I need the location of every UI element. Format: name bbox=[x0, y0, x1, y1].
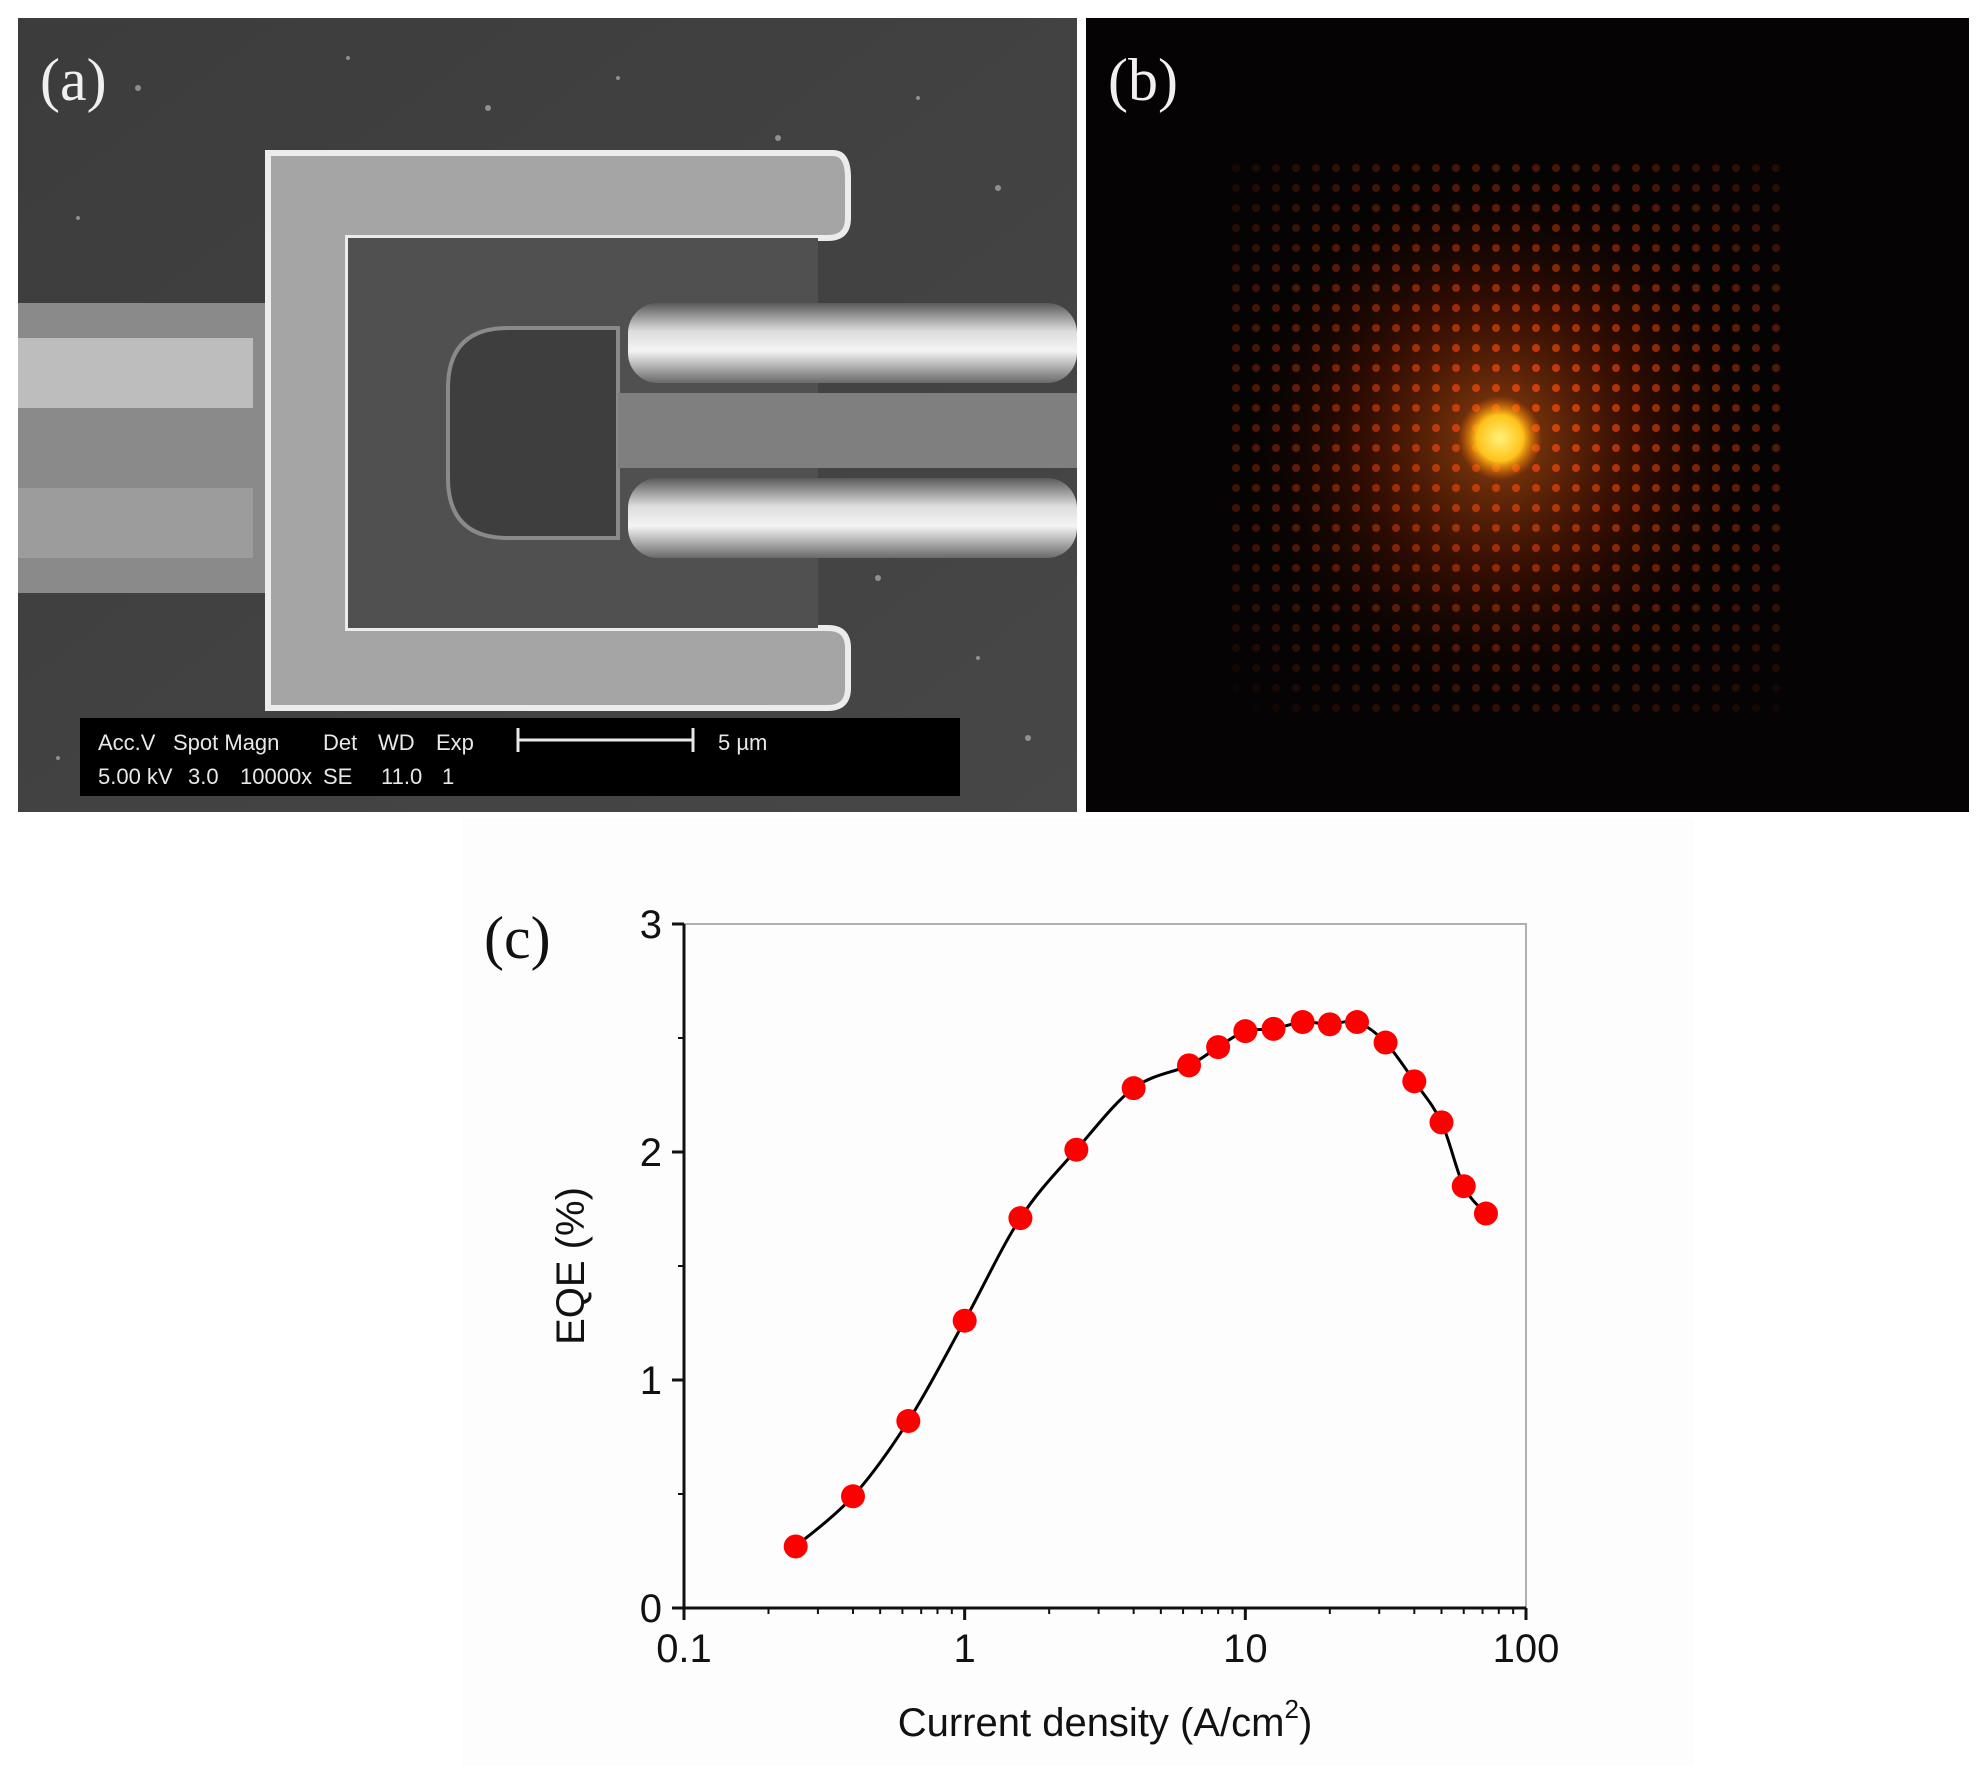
data-point bbox=[1317, 1012, 1342, 1037]
databar-value: 11.0 bbox=[381, 764, 422, 789]
x-tick-label: 1 bbox=[954, 1627, 976, 1671]
eqe-chart: (c) 0.1 1 10 100 0 1 2 3 Current density (A/cm… bbox=[462, 818, 1694, 1766]
databar-value: 5.00 kV bbox=[98, 764, 173, 789]
data-point bbox=[1290, 1010, 1315, 1035]
panel-label-a: (a) bbox=[40, 47, 107, 113]
scale-bar bbox=[516, 728, 695, 752]
data-point bbox=[783, 1534, 808, 1559]
databar-value: 3.0 bbox=[188, 764, 219, 789]
x-axis-label: Current density (A/cm2) bbox=[898, 1694, 1313, 1745]
x-ticks: 0.1 1 10 100 bbox=[656, 1608, 1559, 1671]
databar-header: Spot Magn bbox=[173, 730, 279, 755]
data-point bbox=[1233, 1019, 1258, 1044]
x-tick-label: 100 bbox=[1493, 1627, 1560, 1671]
data-point bbox=[1008, 1206, 1033, 1231]
databar-header: WD bbox=[378, 730, 415, 755]
data-point bbox=[1206, 1035, 1231, 1060]
data-point bbox=[1177, 1053, 1202, 1078]
data-point bbox=[1261, 1016, 1286, 1041]
sem-micrograph: Acc.V Spot Magn Det WD Exp 5.00 kV 3.0 1… bbox=[18, 18, 1077, 812]
y-tick-label: 0 bbox=[640, 1587, 662, 1631]
databar-value: SE bbox=[323, 764, 352, 789]
data-point bbox=[1451, 1174, 1476, 1199]
y-axis-label: EQE (%) bbox=[549, 1187, 593, 1345]
databar-header: Det bbox=[323, 730, 357, 755]
databar-value: 1 bbox=[442, 764, 454, 789]
x-axis-label-text: Current density (A/cm bbox=[898, 1701, 1285, 1745]
data-point bbox=[1121, 1076, 1146, 1101]
databar-header: Acc.V bbox=[98, 730, 156, 755]
databar-value: 10000x bbox=[240, 764, 312, 789]
data-point bbox=[1473, 1201, 1498, 1226]
x-tick-label: 10 bbox=[1223, 1627, 1268, 1671]
scale-bar-label: 5 µm bbox=[718, 730, 767, 755]
data-point bbox=[1064, 1137, 1089, 1162]
data-point bbox=[1429, 1110, 1454, 1135]
x-tick-label: 0.1 bbox=[656, 1627, 712, 1671]
panel-label-b: (b) bbox=[1108, 47, 1178, 113]
data-point bbox=[840, 1484, 865, 1509]
data-point bbox=[1402, 1069, 1427, 1094]
sem-databar bbox=[80, 718, 960, 796]
data-point bbox=[1345, 1010, 1370, 1035]
y-tick-label: 1 bbox=[640, 1359, 662, 1403]
data-points bbox=[783, 1010, 1498, 1559]
y-tick-label: 3 bbox=[640, 903, 662, 947]
data-point bbox=[896, 1409, 921, 1434]
data-point bbox=[1373, 1030, 1398, 1055]
x-axis-label-tail: ) bbox=[1299, 1701, 1312, 1745]
emission-pattern-image: (b) bbox=[1086, 18, 1969, 812]
y-ticks: 0 1 2 3 bbox=[640, 903, 684, 1631]
y-tick-label: 2 bbox=[640, 1131, 662, 1175]
x-axis-label-superscript: 2 bbox=[1284, 1694, 1298, 1724]
data-point bbox=[952, 1308, 977, 1333]
databar-header: Exp bbox=[436, 730, 474, 755]
panel-label-c: (c) bbox=[484, 905, 551, 971]
